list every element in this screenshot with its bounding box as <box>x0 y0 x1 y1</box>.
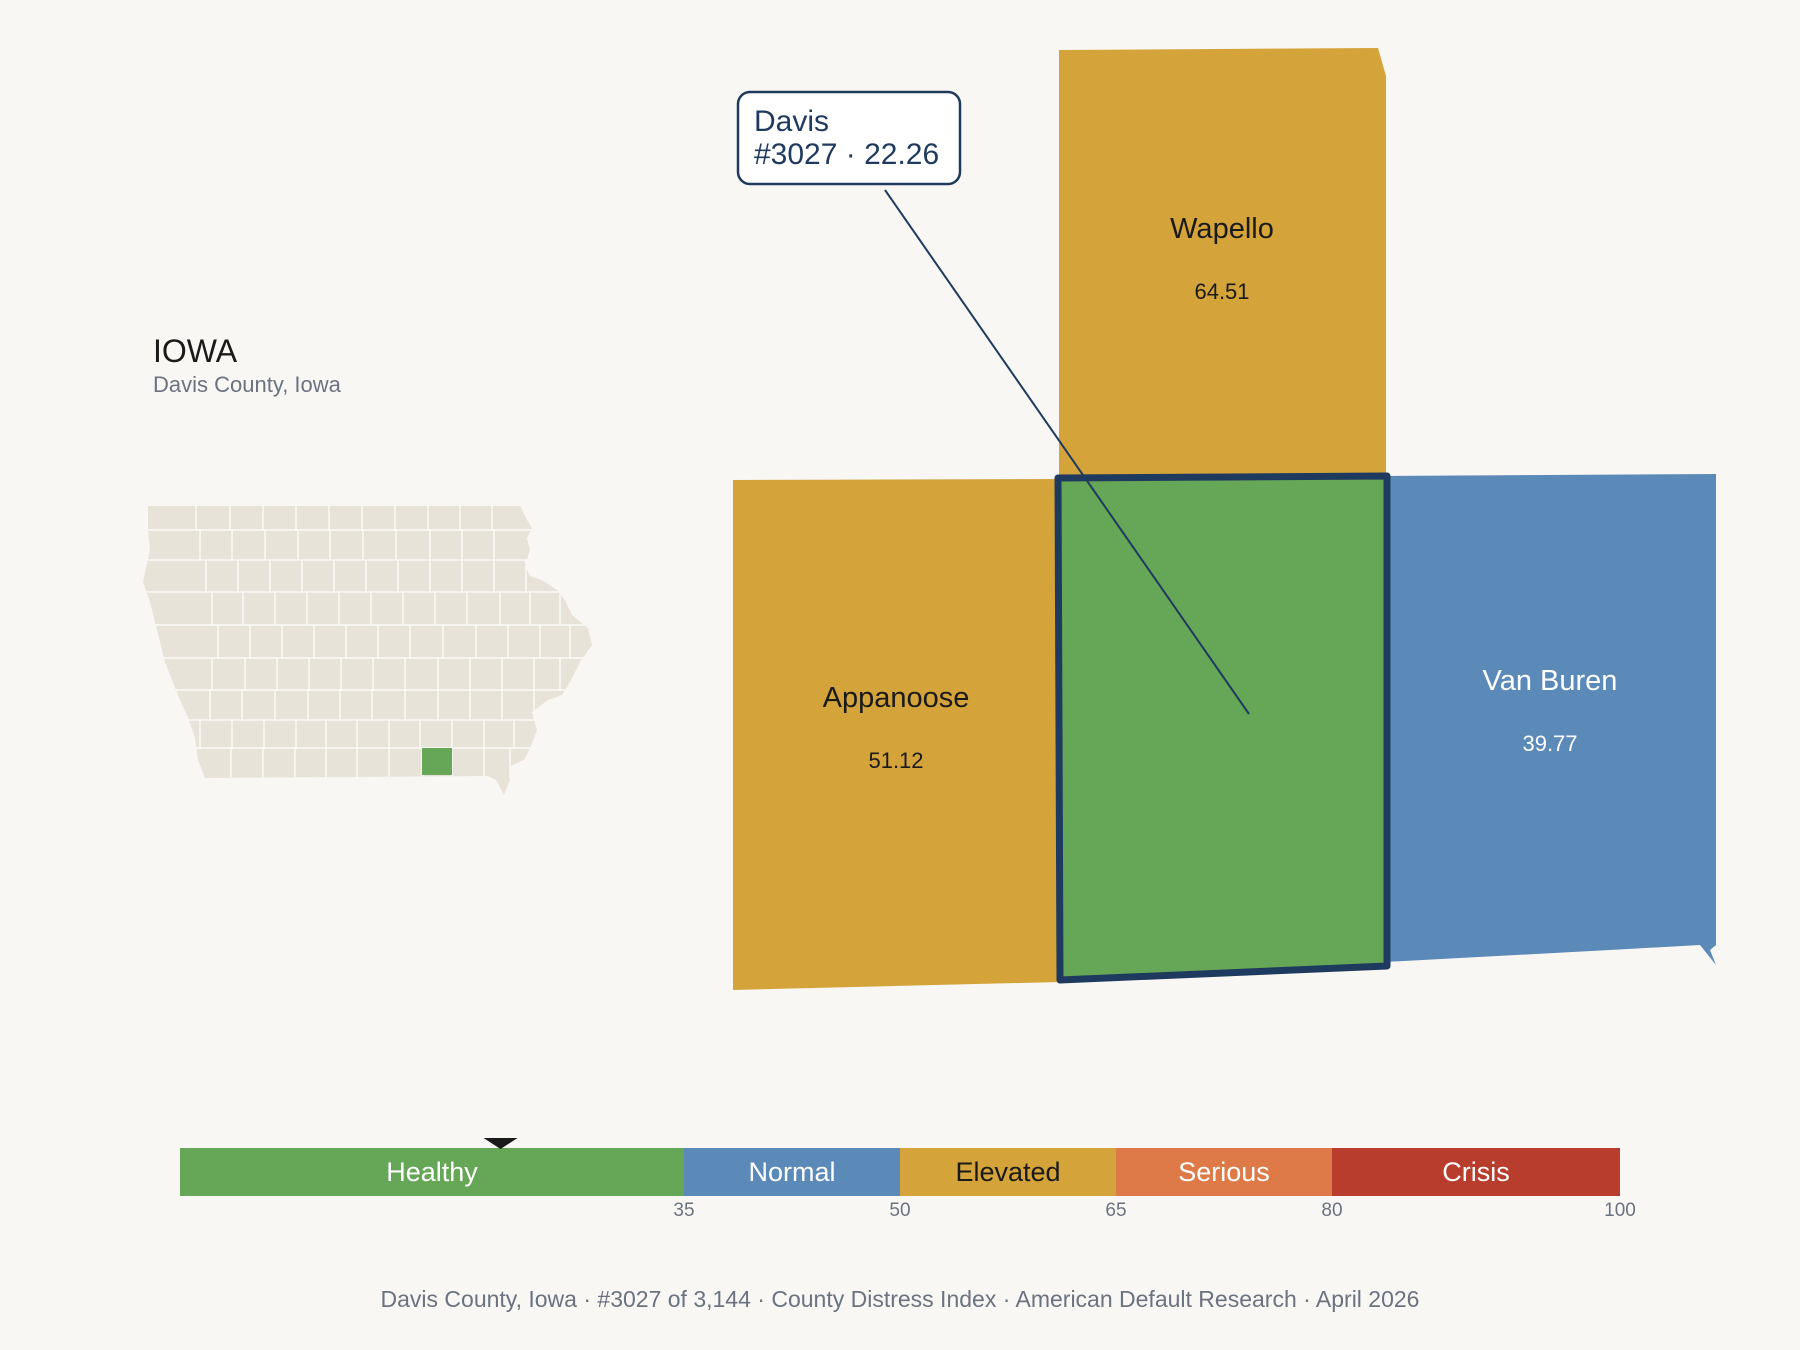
footer-separator: · <box>751 1286 771 1312</box>
footer-separator: · <box>1297 1286 1316 1312</box>
scale-band-healthy <box>180 1148 684 1196</box>
scale-tick-label: 100 <box>1604 1200 1636 1221</box>
wapello-shape[interactable] <box>1059 48 1386 478</box>
county-value: 51.12 <box>868 748 923 773</box>
county-appanoose[interactable]: Appanoose 51.12 <box>733 479 1060 990</box>
scale-marker-icon <box>483 1138 518 1149</box>
scale-band-elevated <box>900 1148 1116 1196</box>
footer-item: Davis County, Iowa <box>381 1286 578 1312</box>
callout: Davis #3027 · 22.26 <box>736 90 1250 715</box>
county-van-buren[interactable]: Van Buren 39.77 <box>1385 474 1716 965</box>
distress-scale: Healthy Normal Elevated Serious Crisis 35 50 65… <box>180 1138 1636 1221</box>
scale-band-label: Healthy <box>386 1157 478 1187</box>
scale-band-normal <box>684 1148 900 1196</box>
footer-item: American Default Research <box>1016 1286 1297 1312</box>
scale-tick-label: 65 <box>1105 1200 1126 1221</box>
van-buren-shape[interactable] <box>1385 474 1716 965</box>
scale-band-label: Elevated <box>955 1157 1060 1187</box>
scale-band-label: Crisis <box>1442 1157 1510 1187</box>
scale-tick-label: 35 <box>673 1200 694 1221</box>
footer-item: #3027 of 3,144 <box>597 1286 751 1312</box>
davis-shape-highlighted[interactable] <box>1054 472 1391 984</box>
footer-item: April 2026 <box>1316 1286 1420 1312</box>
callout-county: Davis <box>754 105 829 138</box>
county-value: 64.51 <box>1194 279 1249 304</box>
scale-band-crisis <box>1332 1148 1620 1196</box>
county-davis[interactable] <box>1054 472 1391 984</box>
callout-box <box>736 90 962 186</box>
iowa-state-shape <box>143 506 592 795</box>
callout-leader-line <box>884 189 1250 715</box>
state-name: IOWA <box>153 333 238 369</box>
footer-separator: · <box>996 1286 1015 1312</box>
scale-tick-label: 80 <box>1321 1200 1342 1221</box>
footer-separator: · <box>577 1286 597 1312</box>
county-wapello[interactable]: Wapello 64.51 <box>1059 48 1386 478</box>
scale-band-label: Normal <box>748 1157 835 1187</box>
scale-band-label: Serious <box>1178 1157 1270 1187</box>
county-value: 39.77 <box>1522 731 1577 756</box>
footer: Davis County, Iowa · #3027 of 3,144 · Co… <box>381 1286 1420 1312</box>
scale-band-serious <box>1116 1148 1332 1196</box>
inset-davis-county <box>422 748 452 775</box>
footer-text: Davis County, Iowa · #3027 of 3,144 · Co… <box>381 1286 1420 1312</box>
county-name: Appanoose <box>823 682 970 714</box>
footer-item: County Distress Index <box>771 1286 996 1312</box>
iowa-inset-map <box>143 506 592 795</box>
county-name: Van Buren <box>1483 665 1618 697</box>
scale-tick-label: 50 <box>889 1200 910 1221</box>
appanoose-shape[interactable] <box>733 479 1060 990</box>
callout-detail: #3027 · 22.26 <box>754 138 939 171</box>
county-name: Wapello <box>1170 213 1274 245</box>
state-subtitle: Davis County, Iowa <box>153 372 342 397</box>
